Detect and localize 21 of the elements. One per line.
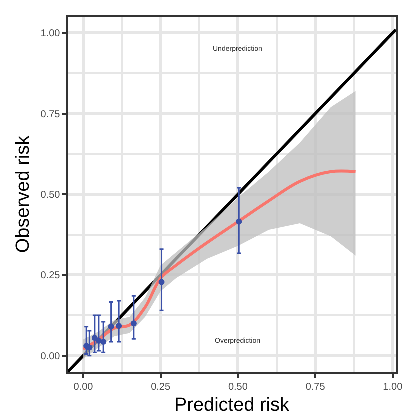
x-tick-label: 0.00	[74, 382, 94, 393]
point	[236, 218, 242, 225]
x-tick-label: 0.50	[228, 382, 248, 393]
point	[130, 320, 137, 327]
point	[100, 338, 107, 345]
y-tick-label: 1.00	[40, 28, 61, 40]
x-tick-label: 0.75	[306, 382, 326, 393]
x-tick-label: 0.25	[151, 382, 171, 393]
y-tick-label: 0.25	[40, 270, 61, 282]
point	[116, 323, 122, 330]
x-tick-label: 1.00	[383, 382, 404, 393]
point	[86, 344, 93, 351]
point	[158, 279, 165, 286]
y-tick-label: 0.00	[40, 351, 61, 362]
x-axis-title: Predicted risk	[174, 395, 290, 416]
y-tick-label: 0.50	[40, 190, 61, 201]
y-axis-title: Observed risk	[13, 135, 34, 254]
point	[92, 335, 98, 342]
y-tick-label: 0.75	[40, 109, 61, 120]
point	[108, 324, 114, 330]
line-series	[82, 170, 358, 351]
